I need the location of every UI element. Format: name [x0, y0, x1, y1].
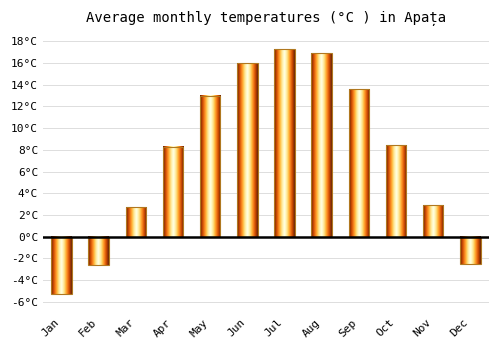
Bar — [237, 63, 258, 237]
Bar — [423, 205, 444, 237]
Bar — [163, 147, 184, 237]
Bar — [200, 96, 220, 237]
Title: Average monthly temperatures (°C ) in Apața: Average monthly temperatures (°C ) in Ap… — [86, 11, 446, 26]
Bar — [88, 237, 109, 265]
Bar — [386, 146, 406, 237]
Bar — [52, 237, 72, 294]
Bar — [274, 49, 294, 237]
Bar — [348, 89, 369, 237]
Bar — [126, 207, 146, 237]
Bar — [312, 53, 332, 237]
Bar — [460, 237, 480, 264]
